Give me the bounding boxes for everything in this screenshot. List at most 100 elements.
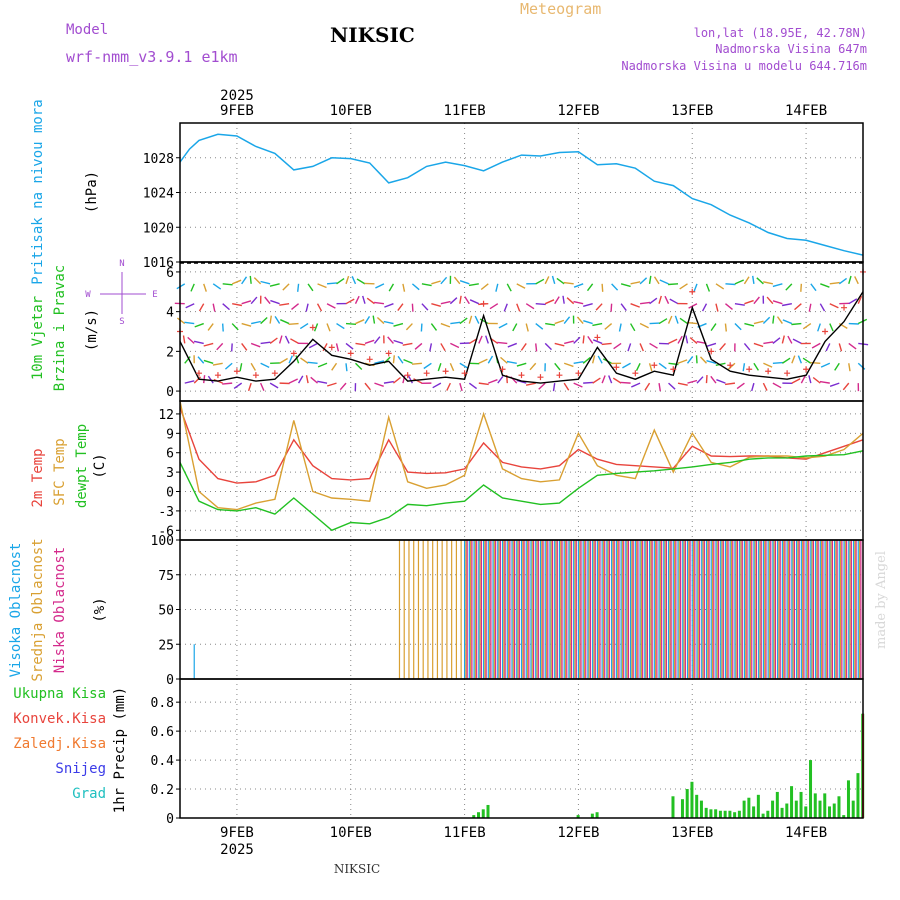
y-tick-label: 0 [166,812,174,827]
wind-arrow [506,283,512,292]
precip-axis-title: Ukupna Kisa Konvek.Kisa Zaledj.Kisa Snij… [13,686,128,813]
precip-bar-total [728,810,732,818]
wind-arrow [848,298,858,305]
wind-arrow [601,375,606,384]
wind-arrow [668,382,676,390]
wind-arrow [630,303,640,308]
cloud-title-mid: Srednja Oblacnost [30,538,46,681]
pressure-unit: (hPa) [84,171,100,213]
wind-arrow [817,323,821,332]
wind-arrow [743,276,750,285]
wind-arrow [705,283,711,292]
wind-arrow [753,342,764,348]
wind-arrow [336,322,345,330]
wind-arrow [829,281,840,285]
precip-bar-total [818,800,822,818]
wind-arrow [563,382,570,391]
wind-arrow [500,356,508,364]
precip-bar-total [472,815,476,818]
wind-arrow [848,363,851,372]
precip-bar-total [827,806,831,818]
wind-arrow [658,383,661,392]
wind-arrow [658,295,662,304]
wind-arrow [716,379,726,384]
wind-arrow [326,282,338,285]
wind-arrow [345,322,357,325]
wind-arrow [313,323,319,332]
y-tick-label: 0.2 [151,783,174,798]
wind-arrow [762,382,768,391]
wind-arrow [592,339,603,345]
wind-arrow [857,295,863,304]
x-tick-label-bottom: 11FEB [444,825,486,841]
wind-arrow [468,283,479,287]
y-tick-label: 0.4 [151,754,175,769]
wind-arrow [699,356,707,364]
cloud-title-low: Niska Oblacnost [52,547,68,673]
wind-arrow [216,342,224,351]
wind-arrow [772,382,782,389]
wind-arrow [552,383,556,392]
wind-arrow [190,283,195,292]
precip-bar-total [690,781,694,818]
wind-arrow [383,320,394,325]
wind-arrow [232,303,243,307]
precip-bar-total [723,810,727,818]
wind-arrow [250,362,257,371]
wind-arrow [725,382,736,386]
wind-arrow [573,300,584,305]
wind-arrow [224,362,233,370]
wind-arrow [715,283,725,290]
bottom-year-label: 2025 [220,842,254,858]
precip-bar-total [733,812,737,818]
wind-arrow [449,297,458,305]
model-label: Model [66,22,108,38]
x-tick-label-bottom: 14FEB [785,825,827,841]
wind-arrow [583,303,593,307]
wind-arrow [592,322,603,327]
wind-arrow [194,322,204,328]
wind-arrow [756,277,764,285]
wind-arrow [753,320,764,325]
wind-arrow [459,295,462,304]
precip-bar-total [761,813,765,818]
wind-arrow [597,355,603,364]
wind-arrow [479,318,489,325]
wind-arrow [820,283,830,288]
wind-arrow [478,382,489,386]
wind-arrow [407,375,414,384]
wind-axis-title: 10m Vjetar Brzina i Pravac (m/s) N W E S [30,259,158,391]
wind-arrow [583,381,594,384]
wind-arrow [307,361,318,364]
y-tick-label: 2 [166,345,174,360]
gust-marker [233,368,240,375]
wind-arrow [573,361,584,364]
wind-arrow [197,356,205,364]
temp-unit: (C) [92,453,108,478]
wind-arrow [658,362,667,370]
wind-arrow [639,301,651,305]
panel-frame [179,261,864,402]
wind-arrow [612,377,622,384]
wind-arrow [489,303,499,310]
compass-n: N [119,259,124,269]
precip-bar-total [695,794,699,818]
wind-arrow [468,315,473,324]
compass-e: E [152,290,157,300]
wind-arrow [611,283,619,291]
wind-arrow [372,315,376,324]
wind-arrow [829,382,840,387]
wind-arrow [753,362,759,371]
temp-axis-title: 2m Temp SFC Temp dewpt Temp (C) [30,424,108,508]
gust-marker [803,366,810,373]
wind-arrow [587,336,594,344]
wind-arrow [838,277,848,285]
wind-arrow [834,362,840,371]
wind-arrow [184,380,195,384]
wind-arrow [669,298,679,305]
wind-arrow [366,297,375,305]
wind-title-1: 10m Vjetar [30,296,46,380]
wind-arrow [260,280,271,285]
wind-arrow [785,283,793,291]
y-tick-label: 6 [166,447,174,462]
